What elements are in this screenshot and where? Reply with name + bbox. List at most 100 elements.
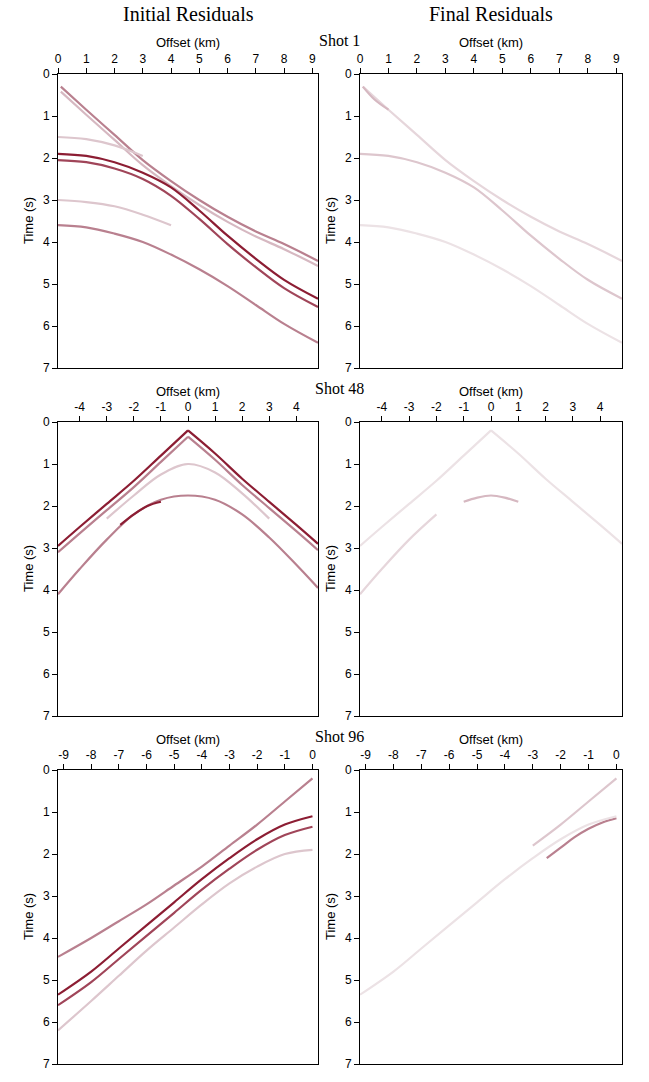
svg-text:-3: -3 xyxy=(101,400,112,414)
svg-text:1: 1 xyxy=(43,805,50,819)
svg-text:0: 0 xyxy=(185,400,192,414)
svg-text:0: 0 xyxy=(43,67,50,81)
svg-text:-5: -5 xyxy=(472,748,483,762)
svg-text:Offset (km): Offset (km) xyxy=(459,384,523,399)
svg-text:6: 6 xyxy=(528,52,535,66)
svg-text:4: 4 xyxy=(345,583,352,597)
svg-text:3: 3 xyxy=(345,541,352,555)
svg-text:4: 4 xyxy=(345,235,352,249)
svg-text:Offset (km): Offset (km) xyxy=(156,732,220,747)
svg-text:-2: -2 xyxy=(431,400,442,414)
svg-text:-4: -4 xyxy=(196,748,207,762)
svg-text:-3: -3 xyxy=(404,400,415,414)
svg-text:6: 6 xyxy=(345,1015,352,1029)
svg-text:1: 1 xyxy=(515,400,522,414)
svg-text:0: 0 xyxy=(357,52,364,66)
svg-text:-9: -9 xyxy=(58,748,69,762)
svg-text:6: 6 xyxy=(224,52,231,66)
svg-text:4: 4 xyxy=(168,52,175,66)
svg-text:6: 6 xyxy=(345,667,352,681)
svg-text:4: 4 xyxy=(471,52,478,66)
svg-text:7: 7 xyxy=(252,52,259,66)
svg-text:3: 3 xyxy=(570,400,577,414)
svg-text:6: 6 xyxy=(43,667,50,681)
svg-text:Final Residuals: Final Residuals xyxy=(429,3,553,25)
svg-text:5: 5 xyxy=(43,277,50,291)
svg-text:-1: -1 xyxy=(279,748,290,762)
svg-text:-6: -6 xyxy=(141,748,152,762)
svg-text:-4: -4 xyxy=(500,748,511,762)
svg-text:-2: -2 xyxy=(252,748,263,762)
svg-text:5: 5 xyxy=(43,973,50,987)
svg-text:2: 2 xyxy=(414,52,421,66)
svg-text:7: 7 xyxy=(345,1057,352,1071)
svg-text:5: 5 xyxy=(345,625,352,639)
svg-text:Time (s): Time (s) xyxy=(21,545,36,592)
svg-text:Offset (km): Offset (km) xyxy=(459,732,523,747)
svg-text:0: 0 xyxy=(345,415,352,429)
svg-text:Offset (km): Offset (km) xyxy=(156,35,220,50)
svg-text:-1: -1 xyxy=(156,400,167,414)
svg-text:2: 2 xyxy=(43,499,50,513)
svg-text:3: 3 xyxy=(442,52,449,66)
svg-text:5: 5 xyxy=(196,52,203,66)
svg-text:2: 2 xyxy=(239,400,246,414)
svg-text:2: 2 xyxy=(345,151,352,165)
svg-text:-7: -7 xyxy=(416,748,427,762)
svg-text:4: 4 xyxy=(293,400,300,414)
svg-text:Time (s): Time (s) xyxy=(323,197,338,244)
svg-text:-2: -2 xyxy=(128,400,139,414)
svg-text:Shot 96: Shot 96 xyxy=(315,728,364,745)
svg-text:4: 4 xyxy=(597,400,604,414)
svg-text:3: 3 xyxy=(345,889,352,903)
svg-text:4: 4 xyxy=(43,235,50,249)
svg-text:-7: -7 xyxy=(114,748,125,762)
svg-text:1: 1 xyxy=(345,109,352,123)
svg-text:7: 7 xyxy=(556,52,563,66)
svg-text:0: 0 xyxy=(55,52,62,66)
svg-text:5: 5 xyxy=(43,625,50,639)
svg-text:7: 7 xyxy=(345,361,352,375)
svg-text:0: 0 xyxy=(613,748,620,762)
svg-text:-6: -6 xyxy=(444,748,455,762)
svg-text:-5: -5 xyxy=(169,748,180,762)
svg-text:-3: -3 xyxy=(224,748,235,762)
svg-text:-3: -3 xyxy=(527,748,538,762)
svg-text:7: 7 xyxy=(43,361,50,375)
svg-text:0: 0 xyxy=(345,763,352,777)
svg-text:5: 5 xyxy=(345,277,352,291)
svg-text:Time (s): Time (s) xyxy=(21,893,36,940)
svg-text:1: 1 xyxy=(43,109,50,123)
svg-text:4: 4 xyxy=(43,931,50,945)
svg-text:Time (s): Time (s) xyxy=(21,197,36,244)
svg-text:3: 3 xyxy=(43,541,50,555)
svg-text:-2: -2 xyxy=(555,748,566,762)
svg-text:4: 4 xyxy=(345,931,352,945)
svg-text:8: 8 xyxy=(584,52,591,66)
svg-text:Initial Residuals: Initial Residuals xyxy=(123,3,254,25)
svg-text:2: 2 xyxy=(345,847,352,861)
svg-text:2: 2 xyxy=(111,52,118,66)
svg-text:Time (s): Time (s) xyxy=(323,893,338,940)
svg-text:Time (s): Time (s) xyxy=(323,545,338,592)
svg-text:6: 6 xyxy=(43,1015,50,1029)
svg-text:2: 2 xyxy=(345,499,352,513)
svg-text:6: 6 xyxy=(43,319,50,333)
svg-text:Offset (km): Offset (km) xyxy=(156,384,220,399)
svg-text:7: 7 xyxy=(345,709,352,723)
svg-text:0: 0 xyxy=(488,400,495,414)
svg-text:0: 0 xyxy=(43,415,50,429)
svg-text:-9: -9 xyxy=(360,748,371,762)
svg-text:1: 1 xyxy=(83,52,90,66)
svg-text:4: 4 xyxy=(43,583,50,597)
svg-text:-1: -1 xyxy=(583,748,594,762)
svg-text:2: 2 xyxy=(43,151,50,165)
svg-text:3: 3 xyxy=(139,52,146,66)
svg-text:1: 1 xyxy=(345,457,352,471)
svg-text:0: 0 xyxy=(309,748,316,762)
svg-text:-1: -1 xyxy=(458,400,469,414)
svg-text:Shot 48: Shot 48 xyxy=(315,380,364,397)
svg-text:2: 2 xyxy=(542,400,549,414)
svg-text:-8: -8 xyxy=(388,748,399,762)
svg-text:-8: -8 xyxy=(86,748,97,762)
